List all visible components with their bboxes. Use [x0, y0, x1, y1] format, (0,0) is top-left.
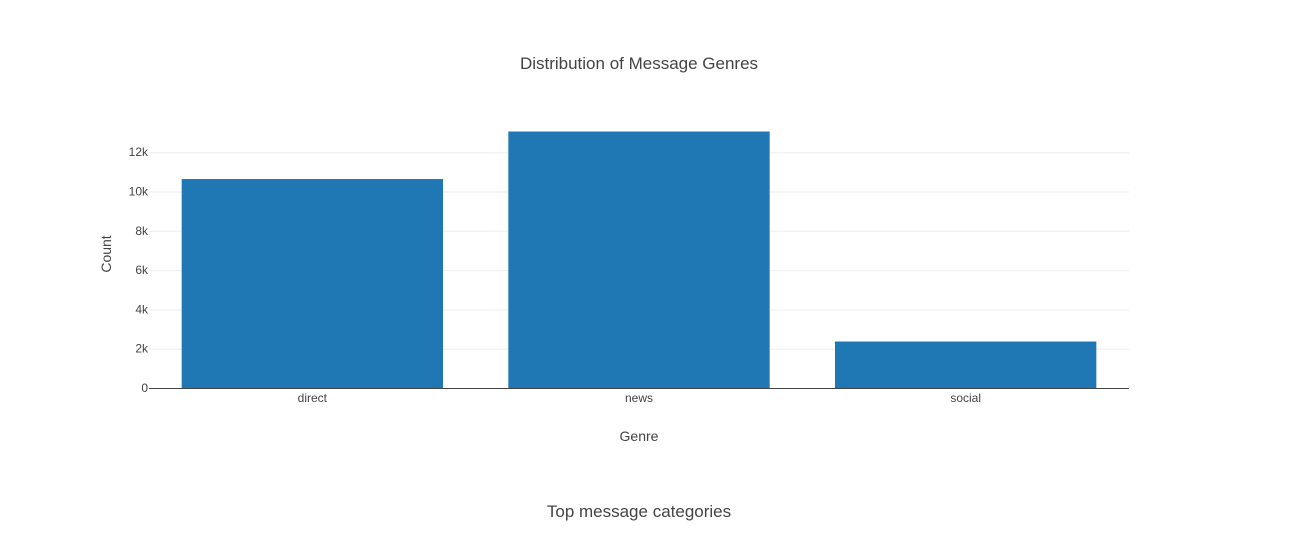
y-tick-label: 4k [135, 302, 149, 316]
x-axis-title: Genre [620, 428, 659, 444]
y-tick-label: 0 [141, 381, 148, 395]
x-tick-labels: direct news social [298, 391, 981, 405]
bar-news[interactable] [508, 131, 770, 388]
x-tick-label-direct: direct [298, 391, 328, 405]
chart-title: Distribution of Message Genres [520, 54, 758, 73]
bars [181, 131, 1097, 388]
bar-direct[interactable] [181, 179, 443, 388]
x-tick-label-social: social [950, 391, 981, 405]
next-chart-title: Top message categories [546, 502, 732, 521]
x-tick-label-news: news [625, 391, 653, 405]
y-tick-label: 8k [135, 224, 149, 238]
y-tick-label: 10k [129, 185, 149, 199]
y-tick-labels: 0 2k 4k 6k 8k 10k 12k [129, 145, 149, 395]
y-axis-title: Count [98, 235, 114, 272]
y-tick-label: 6k [135, 263, 149, 277]
y-tick-label: 2k [135, 342, 149, 356]
y-tick-label: 12k [129, 145, 149, 159]
bar-social[interactable] [835, 341, 1097, 388]
